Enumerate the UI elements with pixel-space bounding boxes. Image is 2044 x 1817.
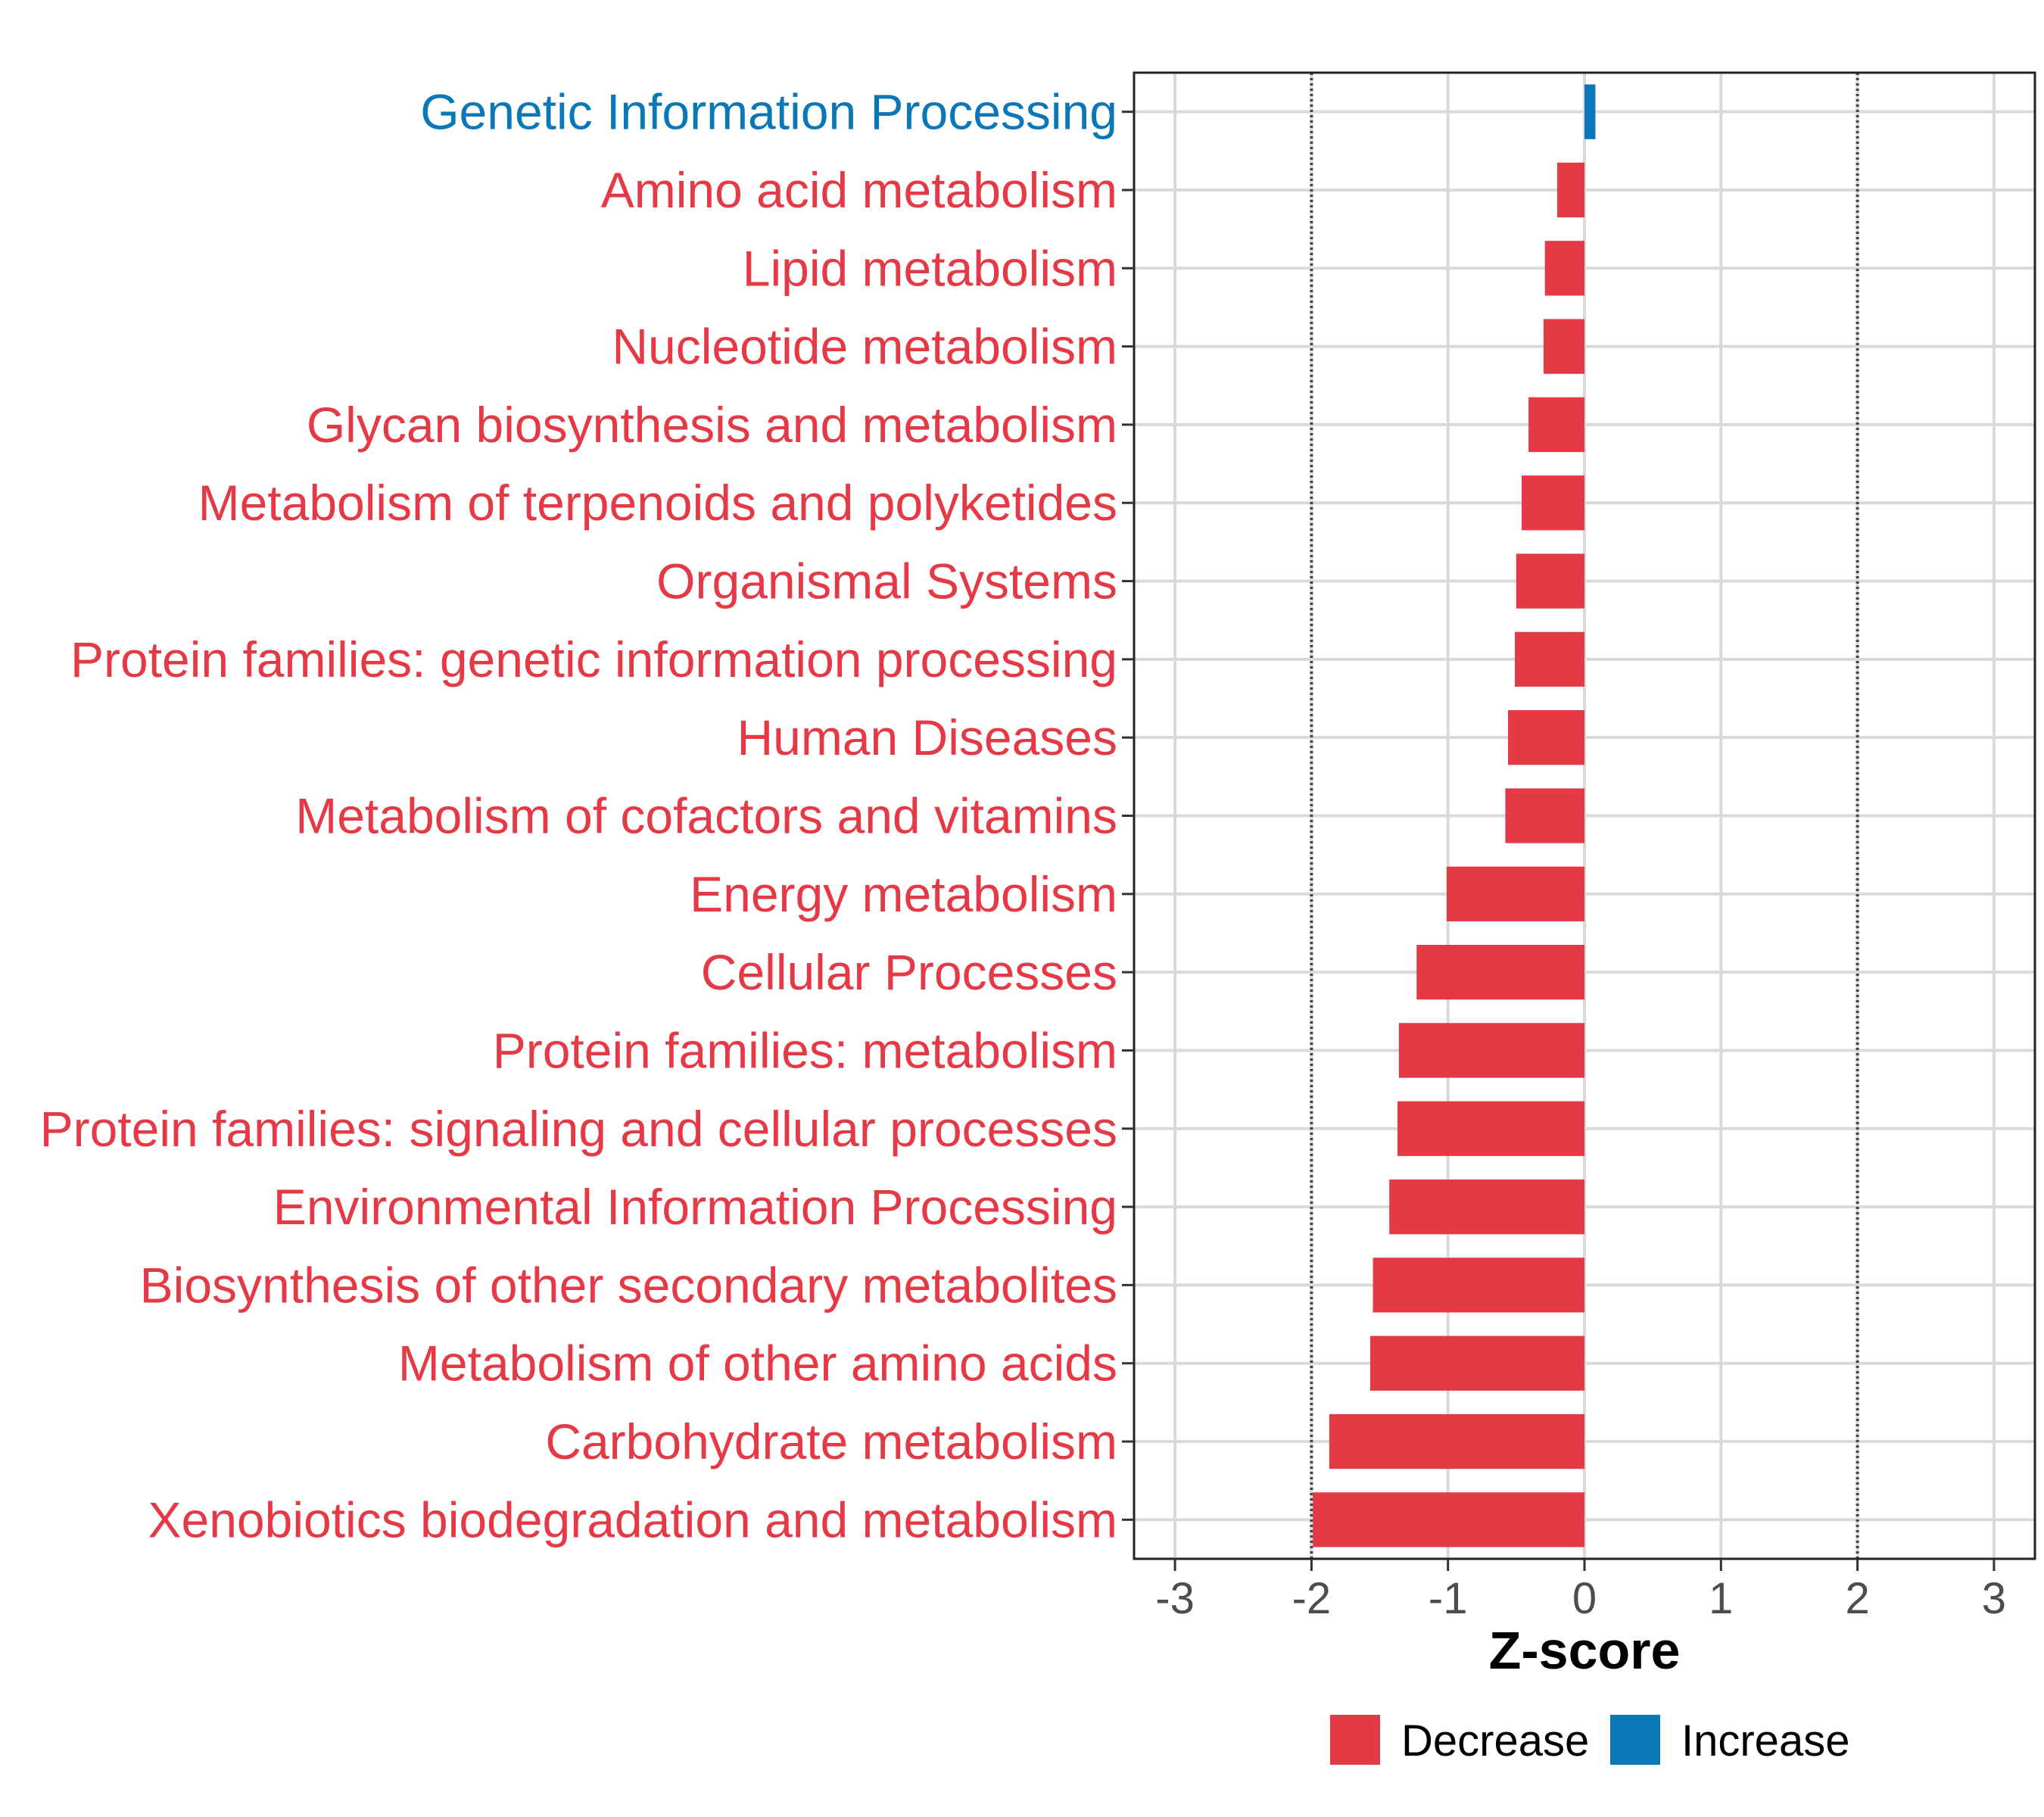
- category-label: Carbohydrate metabolism: [545, 1413, 1117, 1469]
- category-label: Environmental Information Processing: [273, 1179, 1117, 1235]
- legend-label: Decrease: [1401, 1716, 1589, 1766]
- x-tick-label: 3: [1982, 1574, 2006, 1623]
- bar: [1516, 553, 1584, 609]
- bar: [1329, 1413, 1584, 1469]
- bar: [1397, 1101, 1584, 1156]
- legend-label: Increase: [1681, 1716, 1849, 1766]
- category-label: Energy metabolism: [690, 866, 1117, 922]
- x-tick-label: 1: [1709, 1574, 1733, 1623]
- category-label: Nucleotide metabolism: [612, 319, 1117, 375]
- category-label: Glycan biosynthesis and metabolism: [307, 397, 1117, 453]
- x-axis-title: Z-score: [1489, 1621, 1681, 1680]
- x-tick-label: 2: [1845, 1574, 1869, 1623]
- category-label: Protein families: metabolism: [493, 1022, 1117, 1078]
- legend-swatch: [1610, 1715, 1660, 1765]
- reference-lines: [1310, 73, 1859, 1559]
- x-tick-label: -3: [1155, 1574, 1195, 1623]
- legend-swatch: [1330, 1715, 1380, 1765]
- bar: [1446, 866, 1584, 921]
- bar: [1416, 944, 1584, 1000]
- y-axis: Genetic Information Processing Amino acid…: [40, 84, 1134, 1547]
- category-label: Metabolism of terpenoids and polyketides: [198, 475, 1117, 531]
- bar: [1505, 788, 1584, 843]
- bars: [1313, 84, 1596, 1547]
- category-label: Metabolism of other amino acids: [398, 1335, 1117, 1392]
- category-label: Protein families: genetic information pr…: [70, 631, 1117, 687]
- category-label: Lipid metabolism: [743, 240, 1117, 296]
- category-label: Genetic Information Processing: [420, 84, 1117, 140]
- x-tick-label: -1: [1429, 1574, 1468, 1623]
- bar: [1313, 1492, 1584, 1547]
- bar: [1522, 475, 1584, 531]
- category-label: Biosynthesis of other secondary metaboli…: [140, 1257, 1117, 1313]
- bar: [1528, 397, 1584, 453]
- bar: [1543, 319, 1584, 374]
- bar: [1373, 1258, 1584, 1313]
- bar: [1584, 84, 1596, 139]
- bar: [1369, 1335, 1584, 1391]
- category-label: Xenobiotics biodegradation and metabolis…: [148, 1491, 1118, 1547]
- x-tick-label: 0: [1572, 1574, 1597, 1623]
- bar: [1398, 1023, 1584, 1078]
- legend: Decrease Increase: [1330, 1715, 1849, 1766]
- bar: [1389, 1179, 1584, 1235]
- bar: [1544, 241, 1584, 296]
- category-label: Amino acid metabolism: [601, 162, 1117, 218]
- category-label: Cellular Processes: [701, 944, 1117, 1000]
- category-label: Protein families: signaling and cellular…: [40, 1101, 1117, 1157]
- category-label: Human Diseases: [737, 709, 1117, 765]
- x-tick-label: -2: [1292, 1574, 1332, 1623]
- bar: [1556, 162, 1584, 218]
- bar: [1515, 631, 1584, 687]
- bar: [1508, 710, 1584, 765]
- category-label: Metabolism of cofactors and vitamins: [295, 788, 1117, 844]
- x-axis: -3 -2 -1 0 1 2 3: [1155, 1559, 2006, 1623]
- category-label: Organismal Systems: [656, 553, 1117, 609]
